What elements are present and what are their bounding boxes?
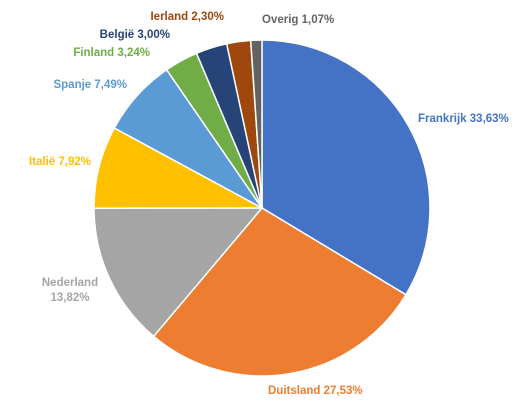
pie-label-frankrijk: Frankrijk 33,63% [418,113,509,125]
pie-label-overig: Overig 1,07% [262,14,334,26]
pie-label-belgie: België 3,00% [100,29,170,41]
pie-slice-overig [249,39,263,209]
pie-label-line: Nederland [42,277,98,289]
pie-label-ierland: Ierland 2,30% [150,11,224,23]
pie-labels: Frankrijk 33,63% Duitsland 27,53% Nederlan… [29,11,509,397]
pie-slice-duitsland [152,207,407,377]
pie-slice-nederland [93,207,264,338]
pie-slices [93,39,431,377]
pie-label-spanje: Spanje 7,49% [53,79,127,91]
pie-label-finland: Finland 3,24% [73,47,150,59]
pie-label-italie: Italië 7,92% [29,156,91,168]
pie-slice-frankrijk [261,39,431,296]
pie-label-nederland: Nederland 13,82% [42,277,98,304]
pie-label-line: 13,82% [50,292,89,304]
pie-label-duitsland: Duitsland 27,53% [268,385,363,397]
